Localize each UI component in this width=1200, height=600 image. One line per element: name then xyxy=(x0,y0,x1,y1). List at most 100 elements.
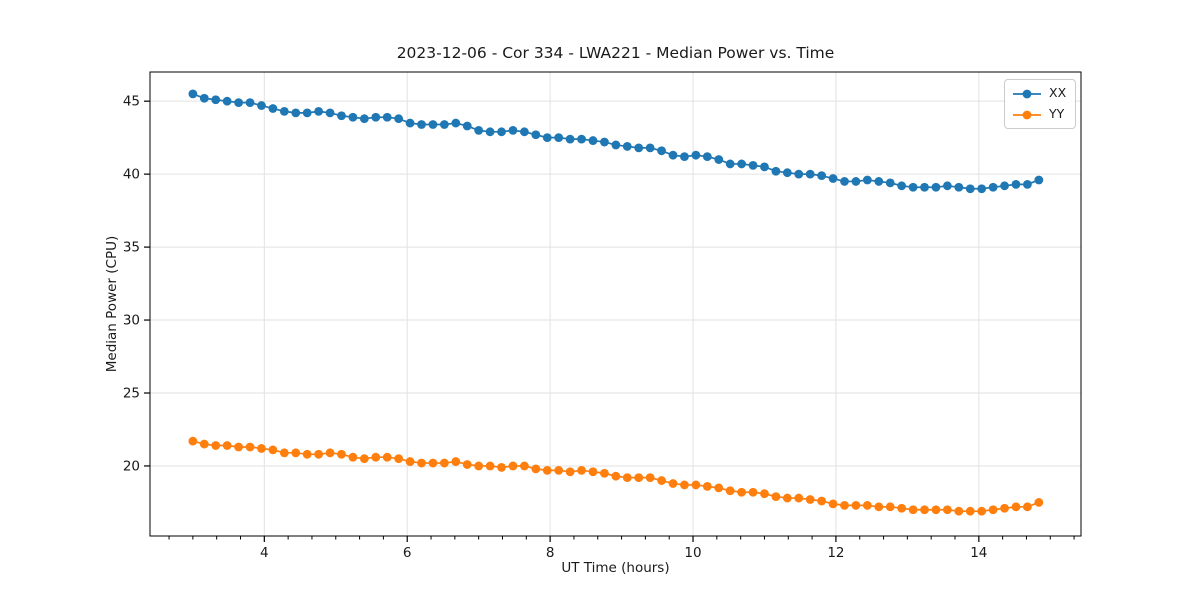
data-point-yy xyxy=(851,500,861,510)
x-tick-label: 12 xyxy=(827,545,844,561)
data-point-xx xyxy=(245,98,255,108)
data-point-yy xyxy=(680,480,689,490)
data-point-yy xyxy=(908,505,918,515)
data-point-yy xyxy=(702,481,712,491)
data-point-xx xyxy=(1034,175,1044,185)
data-point-xx xyxy=(988,182,998,192)
data-point-xx xyxy=(268,104,278,113)
data-point-yy xyxy=(862,500,872,510)
data-point-xx xyxy=(668,150,678,160)
legend-label-xx: XX xyxy=(1049,85,1067,101)
data-point-yy xyxy=(794,493,804,503)
data-point-xx xyxy=(577,134,586,144)
data-point-yy xyxy=(325,448,335,458)
data-point-xx xyxy=(348,112,358,122)
legend: XX YY xyxy=(1004,79,1077,129)
x-tick-label: 10 xyxy=(684,545,701,561)
data-point-xx xyxy=(977,184,987,194)
data-point-xx xyxy=(417,120,426,129)
data-point-yy xyxy=(268,445,278,455)
data-point-yy xyxy=(1034,498,1044,507)
y-axis-label: Median Power (CPU) xyxy=(104,235,120,373)
data-point-yy xyxy=(462,460,472,469)
x-tick-label: 6 xyxy=(403,545,412,561)
data-point-xx xyxy=(428,120,438,129)
data-point-xx xyxy=(508,125,518,135)
data-point-yy xyxy=(897,503,907,513)
data-point-xx xyxy=(359,114,369,124)
data-point-yy xyxy=(234,442,243,452)
data-point-yy xyxy=(359,454,369,464)
legend-item-yy: YY xyxy=(1012,106,1066,123)
data-point-xx xyxy=(771,166,781,176)
data-point-yy xyxy=(211,441,221,450)
data-point-yy xyxy=(965,506,975,516)
data-point-xx xyxy=(314,106,324,116)
data-point-xx xyxy=(257,101,266,110)
data-point-yy xyxy=(199,439,209,449)
data-point-xx xyxy=(611,140,621,150)
data-point-yy xyxy=(485,461,495,471)
y-tick-label: 20 xyxy=(123,458,140,474)
data-point-yy xyxy=(542,465,552,475)
data-point-xx xyxy=(714,155,724,164)
legend-line-marker-yy-icon xyxy=(1013,110,1041,119)
data-point-yy xyxy=(188,436,198,446)
data-point-xx xyxy=(840,177,849,186)
data-point-yy xyxy=(497,463,506,472)
data-point-xx xyxy=(291,108,301,118)
data-point-yy xyxy=(714,483,724,493)
data-point-xx xyxy=(234,98,243,108)
data-point-xx xyxy=(691,150,701,160)
data-point-yy xyxy=(245,442,255,452)
data-point-xx xyxy=(371,112,381,122)
data-point-yy xyxy=(577,465,586,475)
data-point-yy xyxy=(348,452,358,462)
data-point-xx xyxy=(702,152,712,162)
data-point-xx xyxy=(908,182,918,192)
data-point-yy xyxy=(279,448,289,458)
x-tick-label: 8 xyxy=(546,545,555,561)
data-point-yy xyxy=(394,454,404,464)
data-point-xx xyxy=(302,108,312,118)
data-point-xx xyxy=(828,174,838,183)
data-point-yy xyxy=(588,467,598,477)
data-point-yy xyxy=(954,506,964,516)
data-point-xx xyxy=(222,96,232,106)
data-point-xx xyxy=(805,169,815,179)
data-point-yy xyxy=(405,457,415,466)
x-tick-label: 4 xyxy=(260,545,269,561)
data-point-yy xyxy=(520,461,529,471)
data-point-yy xyxy=(874,502,884,512)
data-point-yy xyxy=(428,458,438,468)
data-point-yy xyxy=(451,457,461,466)
data-point-yy xyxy=(885,502,895,512)
y-tick-label: 40 xyxy=(123,167,140,183)
data-point-yy xyxy=(691,480,701,490)
data-point-xx xyxy=(622,142,632,151)
data-point-yy xyxy=(439,458,449,468)
plot-border xyxy=(149,71,1082,537)
data-point-xx xyxy=(965,184,975,194)
x-tick-label: 14 xyxy=(970,545,987,561)
data-point-xx xyxy=(325,108,335,118)
data-point-xx xyxy=(885,178,895,188)
data-point-yy xyxy=(565,467,575,477)
data-point-xx xyxy=(199,93,209,103)
data-point-xx xyxy=(1000,181,1009,191)
data-point-yy xyxy=(257,444,266,453)
data-point-xx xyxy=(634,143,644,153)
data-point-xx xyxy=(497,127,506,137)
data-point-xx xyxy=(725,159,735,169)
data-point-xx xyxy=(531,130,541,140)
data-point-xx xyxy=(588,136,598,145)
data-point-xx xyxy=(942,181,952,191)
data-point-yy xyxy=(600,468,609,478)
data-point-xx xyxy=(874,177,884,186)
legend-item-xx: XX xyxy=(1012,85,1066,102)
data-point-xx xyxy=(279,106,289,116)
data-point-yy xyxy=(622,473,632,483)
y-tick-label: 35 xyxy=(123,240,140,256)
